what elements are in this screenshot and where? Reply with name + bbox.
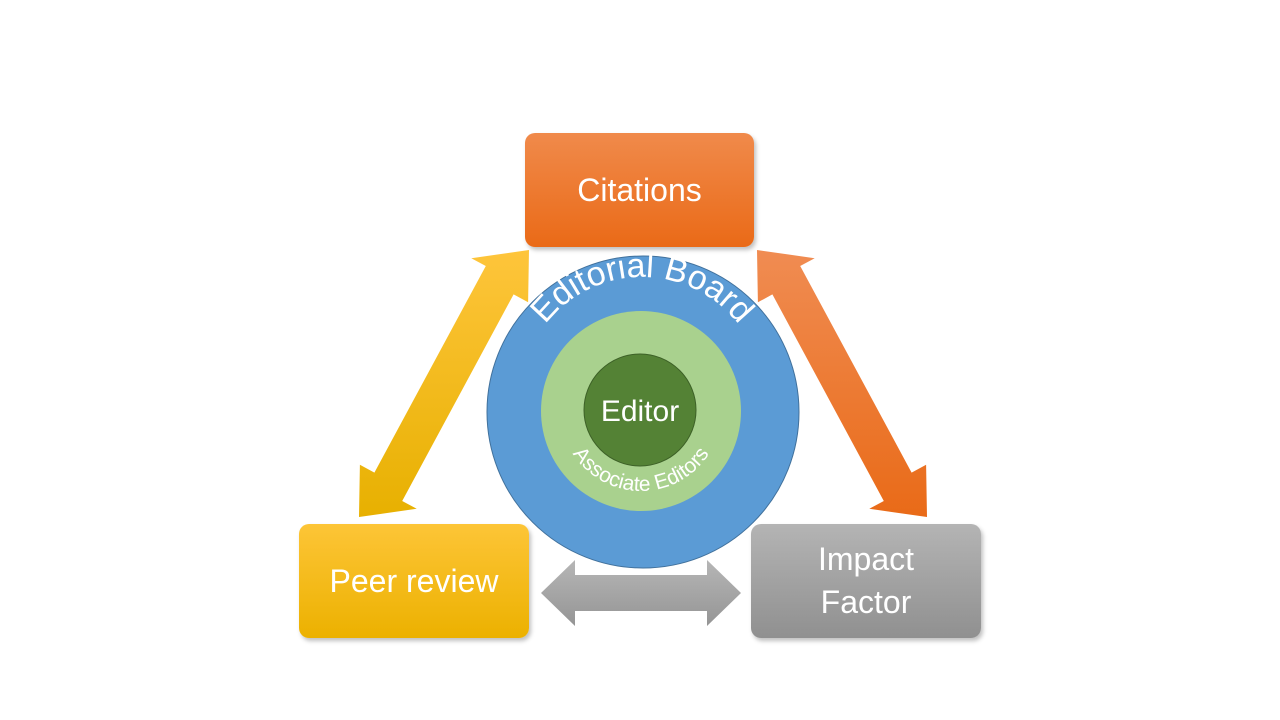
impact-factor-label: Impact Factor [817, 541, 915, 620]
citations-label: Citations [577, 171, 702, 208]
arrow-peer-review-impact-factor [541, 560, 741, 626]
arrow-citations-impact-factor [757, 250, 927, 517]
impact-factor-box: Impact Factor [751, 524, 981, 638]
arrow-citations-peer-review [359, 250, 529, 517]
peer-review-box: Peer review [299, 524, 529, 638]
editor-circle [583, 353, 697, 467]
editor-label: Editor [601, 395, 679, 428]
citations-box: Citations [525, 133, 754, 247]
peer-review-label: Peer review [329, 562, 499, 599]
